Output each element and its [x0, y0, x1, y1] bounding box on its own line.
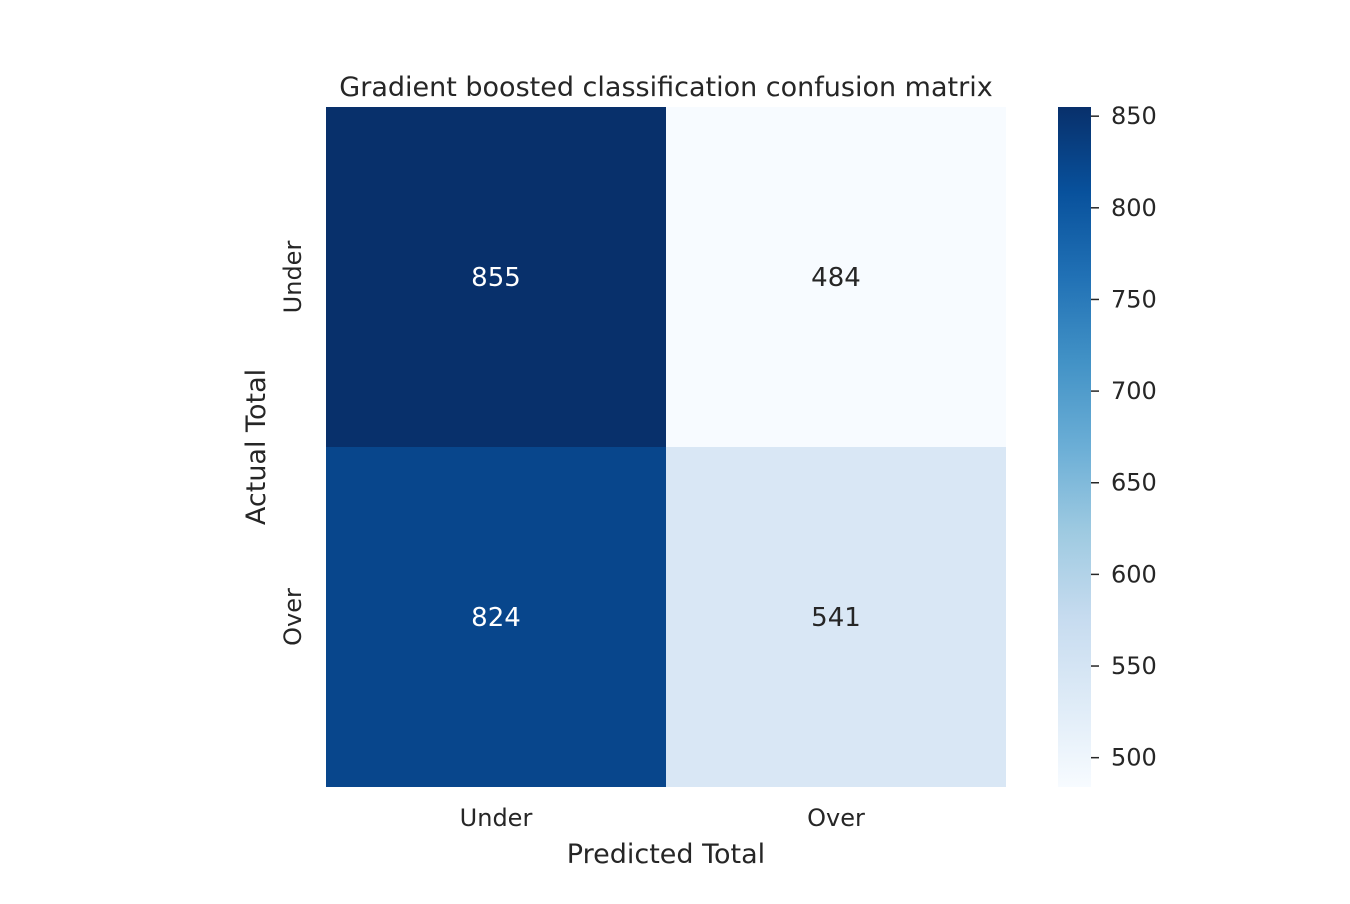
chart-title: Gradient boosted classification confusio…: [339, 72, 992, 103]
x-axis-label: Predicted Total: [567, 839, 765, 870]
heatmap-cell-value: 541: [811, 603, 861, 633]
colorbar-tick-label: 750: [1111, 285, 1157, 313]
heatmap-cell-labels: 855 484 824 541: [471, 263, 861, 633]
x-tick-label: Over: [807, 804, 865, 832]
colorbar-tick-label: 850: [1111, 102, 1157, 130]
colorbar-tick-label: 550: [1111, 652, 1157, 680]
heatmap-cell-value: 855: [471, 263, 521, 293]
colorbar-tick-label: 600: [1111, 560, 1157, 588]
x-tick-label: Under: [460, 804, 533, 832]
heatmap-cells: [326, 107, 1006, 787]
heatmap-cell: [326, 107, 666, 447]
colorbar-tick-label: 700: [1111, 377, 1157, 405]
heatmap-cell: [666, 107, 1006, 447]
colorbar-tick-label: 650: [1111, 469, 1157, 497]
colorbar-tick-label: 800: [1111, 194, 1157, 222]
y-tick-label: Under: [279, 241, 307, 314]
heatmap-cell: [666, 447, 1006, 787]
colorbar: [1058, 107, 1091, 787]
colorbar-ticks: 500 550 600 650 700 750 800 850: [1091, 102, 1157, 772]
heatmap-cell-value: 824: [471, 603, 521, 633]
heatmap-cell-value: 484: [811, 263, 861, 293]
heatmap-cell: [326, 447, 666, 787]
y-tick-label: Over: [279, 588, 307, 646]
colorbar-tick-label: 500: [1111, 744, 1157, 772]
x-axis-ticks: Under Over: [460, 804, 865, 832]
y-axis-label: Actual Total: [241, 369, 272, 525]
y-axis-ticks: Under Over: [279, 241, 307, 646]
